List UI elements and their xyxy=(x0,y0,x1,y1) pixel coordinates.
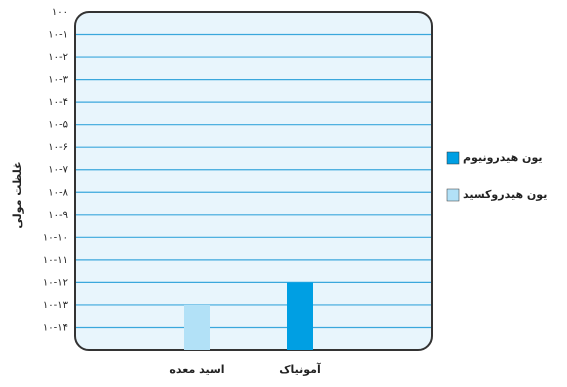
legend-swatch xyxy=(446,188,460,202)
y-axis-label: غلظت مولی xyxy=(11,161,24,228)
y-tick-label: ۱۰-۱۴ xyxy=(43,322,68,333)
y-tick-label: ۱۰-۹ xyxy=(48,210,68,221)
legend-label: یون هیدروکسید xyxy=(463,188,547,201)
legend-label: یون هیدرونیوم xyxy=(463,151,542,164)
y-tick-label: ۱۰۰ xyxy=(52,7,68,18)
legend-swatch xyxy=(446,151,460,165)
bar xyxy=(184,304,210,350)
y-tick-label: ۱۰-۱۰ xyxy=(43,232,68,243)
y-tick-label: ۱۰-۱۱ xyxy=(43,255,68,266)
y-tick-label: ۱۰-۳ xyxy=(48,75,68,86)
bar xyxy=(287,282,313,350)
y-tick-label: ۱۰-۷ xyxy=(48,165,68,176)
y-tick-label: ۱۰-۸ xyxy=(48,187,68,198)
x-tick-label: آمونیاک xyxy=(279,362,321,376)
y-tick-label: ۱۰-۱۳ xyxy=(43,300,69,311)
y-tick-label: ۱۰-۵ xyxy=(48,120,68,131)
plot-area xyxy=(74,11,433,351)
y-tick-label: ۱۰-۲ xyxy=(48,52,68,63)
y-tick-label: ۱۰-۱ xyxy=(48,30,68,41)
x-tick-label: اسید معده xyxy=(169,363,224,376)
y-tick-label: ۱۰-۴ xyxy=(48,97,68,108)
y-tick-label: ۱۰-۱۲ xyxy=(43,277,68,288)
y-tick-label: ۱۰-۶ xyxy=(48,142,68,153)
